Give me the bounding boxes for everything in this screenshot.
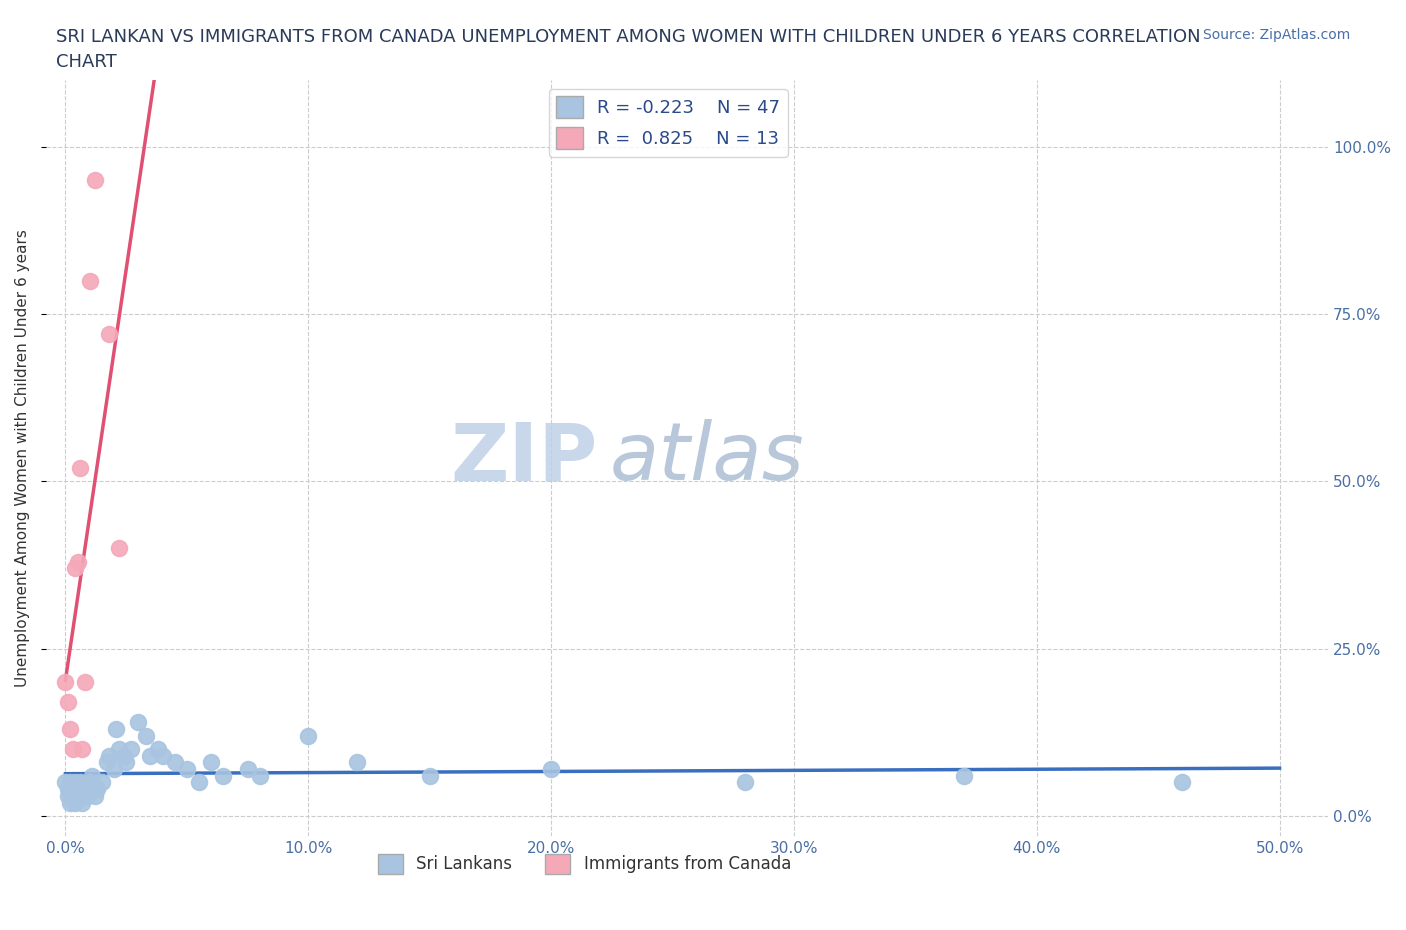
- Point: [69, 460, 91, 475]
- Point: [152, 749, 174, 764]
- Point: [55, 775, 77, 790]
- Point: [72, 795, 94, 810]
- Point: [79, 273, 101, 288]
- Point: [953, 768, 976, 783]
- Point: [55, 674, 77, 689]
- Point: [212, 768, 235, 783]
- Legend: Sri Lankans, Immigrants from Canada: Sri Lankans, Immigrants from Canada: [371, 847, 797, 881]
- Text: atlas: atlas: [610, 419, 804, 497]
- Point: [540, 762, 562, 777]
- Text: SRI LANKAN VS IMMIGRANTS FROM CANADA UNEMPLOYMENT AMONG WOMEN WITH CHILDREN UNDE: SRI LANKAN VS IMMIGRANTS FROM CANADA UNE…: [56, 28, 1201, 71]
- Point: [163, 755, 186, 770]
- Point: [146, 741, 169, 756]
- Point: [63, 561, 86, 576]
- Point: [419, 768, 441, 783]
- Point: [73, 782, 96, 797]
- Point: [63, 775, 86, 790]
- Point: [56, 789, 79, 804]
- Point: [108, 541, 131, 556]
- Point: [176, 762, 198, 777]
- Point: [62, 741, 84, 756]
- Point: [120, 741, 142, 756]
- Point: [73, 674, 96, 689]
- Point: [66, 782, 89, 797]
- Point: [115, 755, 138, 770]
- Point: [59, 722, 82, 737]
- Point: [69, 775, 91, 790]
- Point: [66, 554, 89, 569]
- Point: [59, 795, 82, 810]
- Point: [96, 755, 118, 770]
- Point: [59, 775, 82, 790]
- Point: [105, 722, 128, 737]
- Point: [56, 695, 79, 710]
- Point: [734, 775, 756, 790]
- Point: [297, 728, 319, 743]
- Point: [72, 741, 94, 756]
- Point: [83, 173, 105, 188]
- Point: [112, 749, 135, 764]
- Point: [98, 749, 121, 764]
- Point: [188, 775, 211, 790]
- Point: [249, 768, 271, 783]
- Point: [139, 749, 162, 764]
- Point: [103, 762, 125, 777]
- Point: [86, 782, 108, 797]
- Point: [236, 762, 259, 777]
- Point: [56, 782, 79, 797]
- Y-axis label: Unemployment Among Women with Children Under 6 years: Unemployment Among Women with Children U…: [15, 229, 30, 687]
- Point: [108, 741, 131, 756]
- Point: [83, 789, 105, 804]
- Point: [200, 755, 222, 770]
- Point: [82, 768, 104, 783]
- Point: [66, 789, 89, 804]
- Point: [76, 789, 98, 804]
- Point: [127, 715, 149, 730]
- Point: [98, 326, 121, 341]
- Point: [346, 755, 368, 770]
- Point: [63, 795, 86, 810]
- Point: [62, 782, 84, 797]
- Point: [90, 775, 112, 790]
- Text: ZIP: ZIP: [450, 419, 598, 497]
- Point: [135, 728, 157, 743]
- Point: [79, 775, 101, 790]
- Point: [1171, 775, 1194, 790]
- Text: Source: ZipAtlas.com: Source: ZipAtlas.com: [1202, 28, 1350, 42]
- Point: [62, 789, 84, 804]
